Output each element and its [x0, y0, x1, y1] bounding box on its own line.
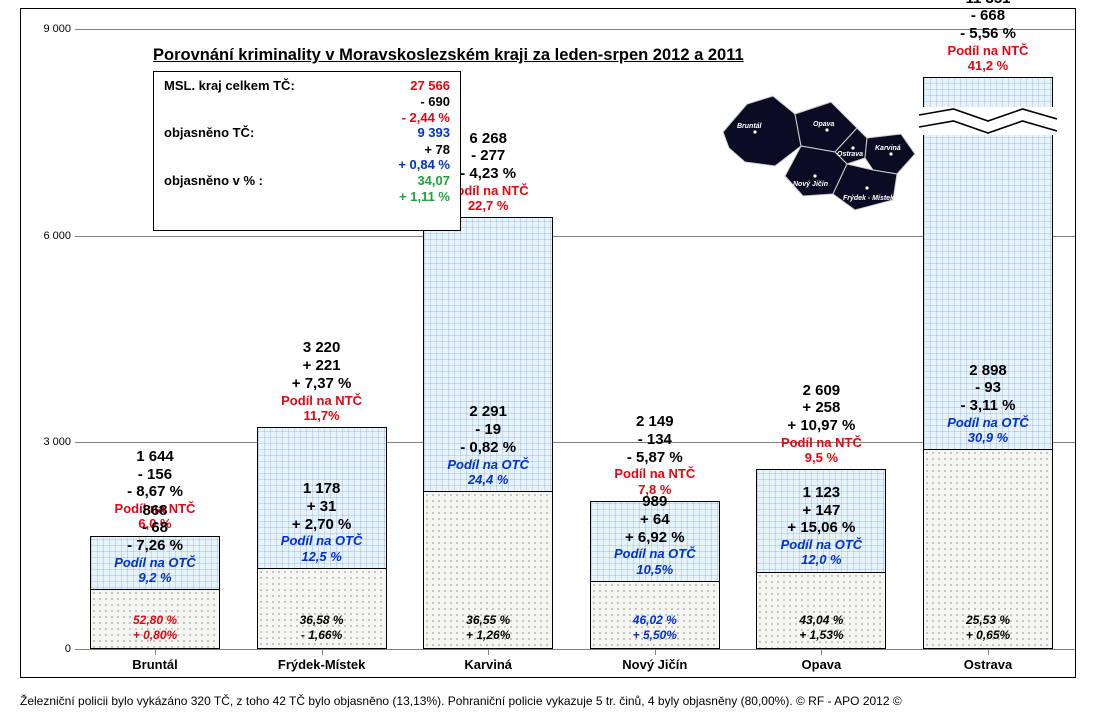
summary-solved-pct: + 0,84 %	[164, 157, 450, 173]
district-rate-block: 36,55 %+ 1,26%	[408, 613, 568, 643]
x-axis-label: Bruntál	[75, 657, 235, 672]
district-total-block: 11 351- 668- 5,56 %Podíl na NTČ41,2 %	[908, 0, 1068, 73]
summary-rate-diff: + 1,11 %	[164, 189, 450, 205]
x-axis-label: Opava	[741, 657, 901, 672]
district-solved-block: 868- 68- 7,26 %Podíl na OTČ9,2 %	[75, 502, 235, 586]
district-solved-block: 2 898- 93- 3,11 %Podíl na OTČ30,9 %	[908, 362, 1068, 446]
y-axis-label: 9 000	[33, 23, 71, 35]
x-tick	[488, 649, 489, 655]
summary-label-rate: objasněno v % :	[164, 173, 263, 189]
district-rate-block: 25,53 %+ 0,65%	[908, 613, 1068, 643]
x-tick	[655, 649, 656, 655]
summary-label-solved: objasněno TČ:	[164, 125, 254, 141]
svg-text:Karviná: Karviná	[875, 145, 901, 152]
district-solved-block: 1 178+ 31+ 2,70 %Podíl na OTČ12,5 %	[242, 480, 402, 564]
y-axis-label: 3 000	[33, 436, 71, 448]
summary-total-diff: - 690	[164, 94, 450, 110]
region-map: Bruntál Opava Ostrava Karviná Nový Jičín…	[715, 84, 925, 224]
x-axis-label: Ostrava	[908, 657, 1068, 672]
district-rate-block: 46,02 %+ 5,50%	[575, 613, 735, 643]
gridline	[75, 649, 1075, 650]
district-total-block: 2 609+ 258+ 10,97 %Podíl na NTČ9,5 %	[741, 382, 901, 466]
x-tick	[155, 649, 156, 655]
district-rate-block: 36,58 %- 1,66%	[242, 613, 402, 643]
svg-text:Nový Jičín: Nový Jičín	[793, 181, 828, 188]
axis-break-icon	[919, 107, 1057, 135]
summary-value-total: 27 566	[410, 78, 450, 94]
summary-box: MSL. kraj celkem TČ: 27 566 - 690 - 2,44…	[153, 71, 461, 231]
district-solved-block: 989+ 64+ 6,92 %Podíl na OTČ10,5%	[575, 493, 735, 577]
page: Porovnání kriminality v Moravskoslezském…	[0, 0, 1096, 726]
x-tick	[988, 649, 989, 655]
district-solved-block: 2 291- 19- 0,82 %Podíl na OTČ24,4 %	[408, 403, 568, 487]
chart-title: Porovnání kriminality v Moravskoslezském…	[153, 46, 744, 65]
district-rate-block: 52,80 %+ 0,80%	[75, 613, 235, 643]
y-axis-label: 6 000	[33, 230, 71, 242]
summary-value-solved: 9 393	[417, 125, 450, 141]
x-axis-label: Karviná	[408, 657, 568, 672]
district-total-block: 2 149- 134- 5,87 %Podíl na NTČ7,8 %	[575, 413, 735, 497]
summary-label-total: MSL. kraj celkem TČ:	[164, 78, 295, 94]
svg-text:Frýdek - Místek: Frýdek - Místek	[843, 195, 895, 202]
x-tick	[821, 649, 822, 655]
footer-caption: Železniční policii bylo vykázáno 320 TČ,…	[20, 694, 1076, 708]
summary-total-pct: - 2,44 %	[164, 110, 450, 126]
summary-solved-diff: + 78	[164, 142, 450, 158]
chart-frame: Porovnání kriminality v Moravskoslezském…	[20, 8, 1076, 678]
district-rate-block: 43,04 %+ 1,53%	[741, 613, 901, 643]
district-solved-block: 1 123+ 147+ 15,06 %Podíl na OTČ12,0 %	[741, 484, 901, 568]
x-tick	[322, 649, 323, 655]
y-axis-label: 0	[33, 643, 71, 655]
plot-area: Porovnání kriminality v Moravskoslezském…	[75, 29, 1075, 649]
svg-text:Opava: Opava	[813, 121, 835, 128]
x-axis-label: Frýdek-Místek	[242, 657, 402, 672]
svg-text:Bruntál: Bruntál	[737, 123, 763, 130]
district-total-block: 3 220+ 221+ 7,37 %Podíl na NTČ11,7%	[242, 339, 402, 423]
svg-text:Ostrava: Ostrava	[837, 151, 863, 158]
summary-value-rate: 34,07	[417, 173, 450, 189]
x-axis-label: Nový Jičín	[575, 657, 735, 672]
